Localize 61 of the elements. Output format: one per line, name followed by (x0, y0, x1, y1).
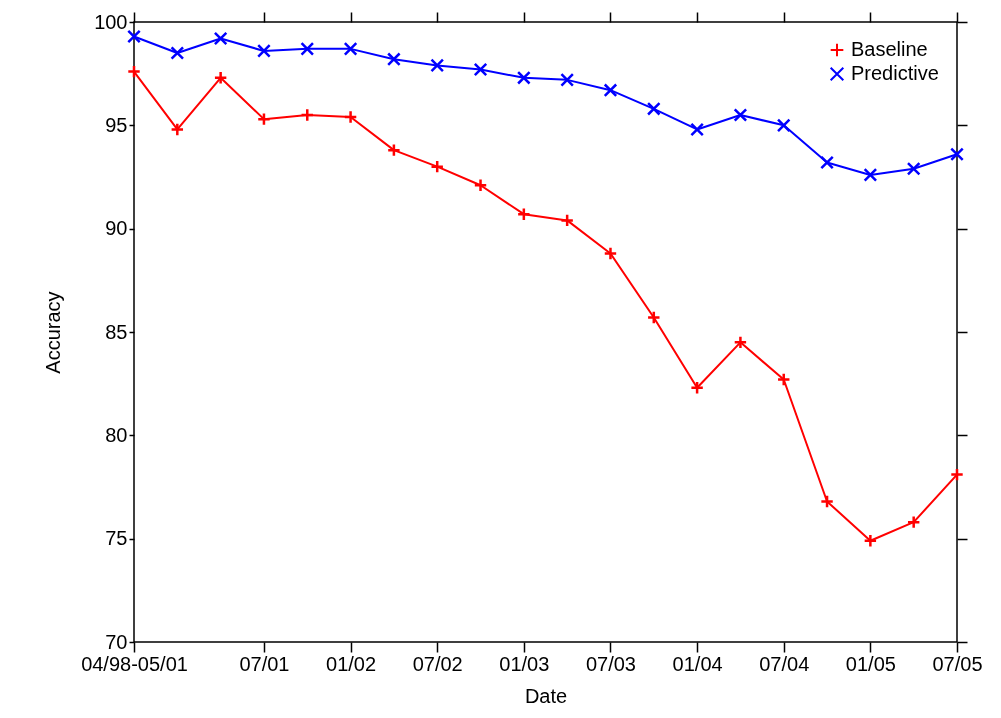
point (733, 108, 748, 122)
legend-label: Baseline (851, 38, 928, 60)
y-tick-label: 70 (105, 630, 128, 653)
x-tick-label: 07/04 (759, 652, 810, 675)
point (430, 159, 445, 174)
point (213, 70, 228, 85)
y-tick-label: 95 (105, 113, 128, 136)
x-tick-label: 07/03 (585, 652, 636, 675)
point (386, 143, 401, 158)
y-tick-label: 75 (105, 527, 128, 550)
point (170, 46, 185, 60)
point (950, 147, 964, 162)
point (863, 533, 878, 548)
point (863, 167, 878, 182)
point (560, 213, 575, 228)
x-tick-label: 07/05 (932, 652, 983, 675)
x-tick-label: 04/98-05/01 (81, 652, 188, 675)
point (646, 101, 661, 116)
point (733, 335, 748, 350)
y-tick-label: 85 (105, 320, 128, 343)
y-axis-title: Accuracy (42, 291, 65, 374)
x-tick-label: 07/01 (239, 652, 290, 675)
point (950, 467, 964, 482)
point (300, 108, 315, 122)
y-tick-label: 80 (105, 423, 128, 446)
point (776, 118, 791, 133)
point (127, 64, 141, 79)
point (560, 72, 575, 87)
point (690, 380, 705, 395)
point (473, 62, 488, 77)
point (257, 43, 271, 58)
x-tick-label: 01/03 (499, 652, 550, 675)
point (170, 122, 185, 137)
point (516, 207, 531, 222)
point (906, 161, 921, 176)
x-tick-label: 01/05 (845, 652, 896, 675)
legend-label: Predictive (851, 62, 939, 84)
point (690, 122, 705, 137)
y-tick-label: 90 (105, 217, 128, 240)
point (257, 112, 271, 127)
y-tick-label: 100 (94, 10, 128, 33)
point (820, 155, 834, 170)
point (516, 70, 531, 85)
point (213, 31, 228, 46)
point (776, 372, 791, 387)
point (386, 52, 401, 67)
x-axis-title: Date (524, 684, 568, 707)
point (343, 41, 358, 56)
point (603, 246, 618, 261)
x-tick-label: 01/02 (326, 652, 377, 675)
point (646, 310, 661, 325)
point (127, 29, 141, 44)
point (906, 515, 921, 530)
point (820, 494, 834, 509)
point (300, 41, 315, 56)
point (603, 83, 618, 98)
x-tick-label: 01/04 (672, 652, 723, 675)
x-tick-label: 07/02 (412, 652, 463, 675)
point (473, 178, 488, 193)
point (343, 110, 358, 125)
point (430, 58, 445, 73)
